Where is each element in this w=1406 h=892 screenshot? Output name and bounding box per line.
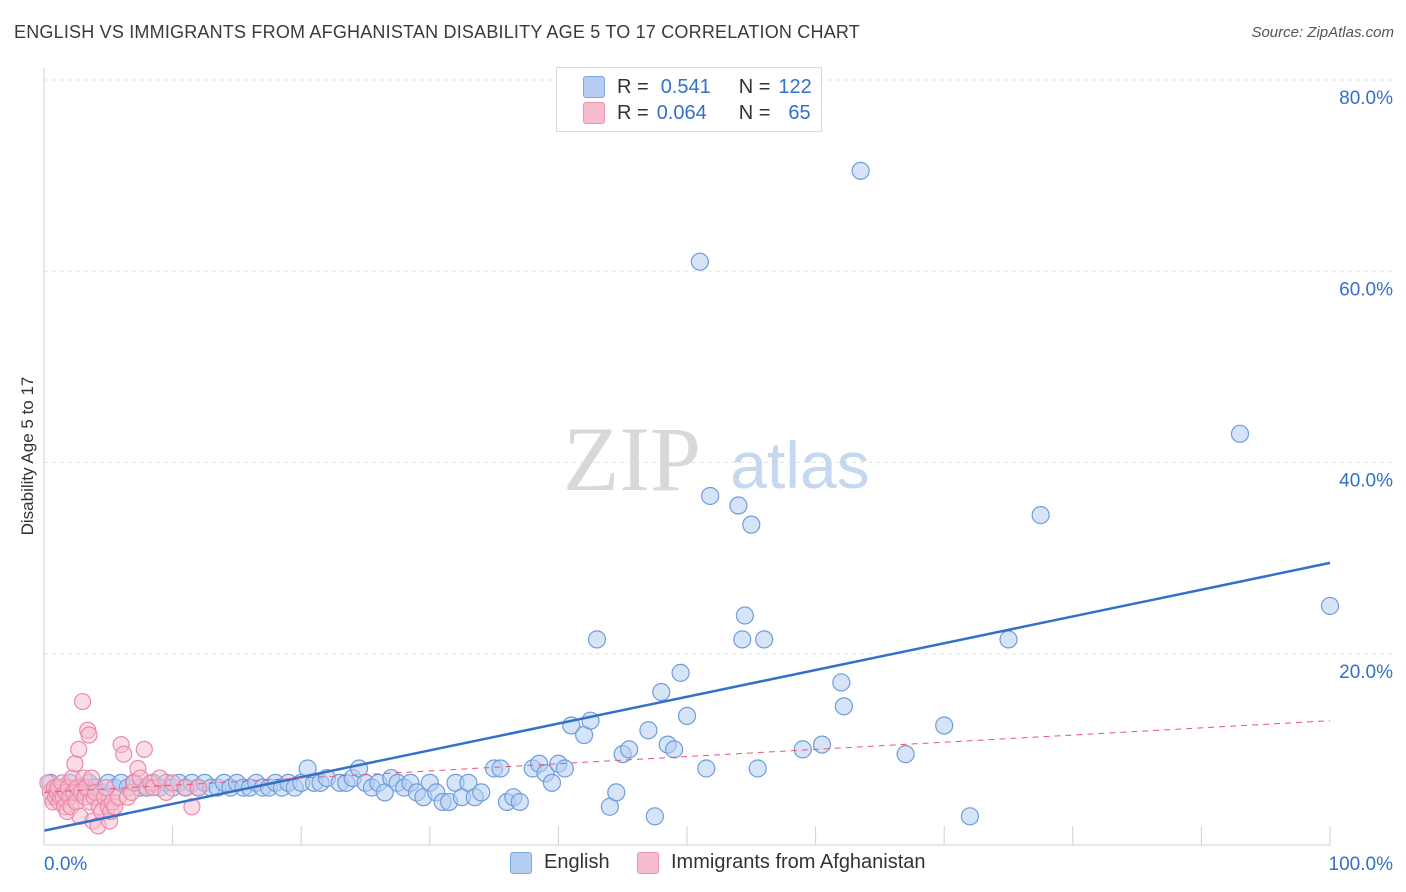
afghanistan-point <box>70 740 88 758</box>
english-point <box>542 773 562 792</box>
watermark-atlas: atlas <box>730 428 869 502</box>
english-point <box>793 740 812 759</box>
r-label: R = <box>617 75 649 98</box>
english-point <box>701 486 720 506</box>
y-tick-label: 60.0% <box>1339 279 1393 300</box>
x-tick-label: 100.0% <box>1329 854 1394 875</box>
afghanistan-series <box>39 692 207 835</box>
english-point <box>510 792 529 812</box>
r-value: 0.064 <box>656 101 707 124</box>
y-tick-label: 80.0% <box>1339 88 1393 109</box>
n-label: N = <box>738 101 771 124</box>
english-point <box>472 783 491 802</box>
r-label: R = <box>617 101 649 124</box>
english-point <box>851 161 870 180</box>
afghanistan-point <box>66 755 84 773</box>
legend-row-afghanistan: R = 0.064 N = 65 <box>583 100 811 126</box>
source-label: Source: ZipAtlas.com <box>1251 24 1394 41</box>
english-point <box>690 252 709 271</box>
english-point <box>620 740 639 759</box>
english-point <box>832 673 851 692</box>
english-point <box>812 735 832 754</box>
afghanistan-point <box>82 769 101 787</box>
english-point <box>748 759 767 778</box>
afghanistan-point <box>135 740 153 758</box>
english-point <box>607 783 626 802</box>
afghanistan-point <box>80 726 98 744</box>
english-trend-line <box>43 561 1331 832</box>
english-point <box>834 697 853 716</box>
english-point <box>677 706 697 726</box>
english-point <box>896 745 915 764</box>
english-point <box>645 807 664 826</box>
english-point <box>960 807 980 826</box>
legend-afghanistan-label: Immigrants from Afghanistan <box>671 851 926 873</box>
english-point <box>697 759 716 778</box>
english-point <box>999 630 1018 649</box>
x-tick-label: 0.0% <box>44 854 87 875</box>
afghanistan-point <box>115 745 133 763</box>
gridlines <box>44 79 1395 655</box>
english-point <box>742 515 761 534</box>
english-swatch <box>583 76 605 98</box>
afghanistan-point <box>73 692 92 711</box>
english-point <box>1320 596 1340 616</box>
legend-row-english: R = 0.541 N = 122 <box>583 74 812 100</box>
legend-english: English <box>510 851 610 874</box>
english-point <box>587 630 607 649</box>
n-label: N = <box>738 75 771 98</box>
afghanistan-swatch <box>583 102 605 124</box>
chart-title: ENGLISH VS IMMIGRANTS FROM AFGHANISTAN D… <box>14 22 860 42</box>
english-point <box>665 740 684 759</box>
trend-lines <box>43 561 1331 832</box>
english-point <box>491 759 510 778</box>
r-value: 0.541 <box>660 75 711 98</box>
y-tick-label: 40.0% <box>1339 471 1393 492</box>
english-point <box>652 682 671 702</box>
english-point <box>639 721 658 740</box>
english-point <box>755 630 774 649</box>
english-point <box>671 663 690 682</box>
afghanistan-point <box>97 779 115 797</box>
n-value: 65 <box>788 101 811 124</box>
legend-afghanistan: Immigrants from Afghanistan <box>637 851 926 874</box>
english-point <box>735 606 754 625</box>
english-point <box>733 630 752 649</box>
y-axis-title: Disability Age 5 to 17 <box>18 376 37 536</box>
n-value: 122 <box>778 75 812 98</box>
english-point <box>1031 505 1050 525</box>
stats-legend: R = 0.541 N = 122 R = 0.064 N = 65 <box>556 67 822 132</box>
afghanistan-trend-line <box>43 720 1331 793</box>
english-point <box>555 759 574 778</box>
afghanistan-swatch <box>637 851 659 874</box>
english-point <box>935 716 954 735</box>
afghanistan-point <box>189 779 207 797</box>
y-tick-label: 20.0% <box>1339 662 1393 683</box>
series-legend: English Immigrants from Afghanistan <box>0 851 1406 879</box>
axes: 20.0% 40.0% 60.0% 80.0% 0.0% 100.0% <box>43 68 1394 875</box>
legend-english-label: English <box>544 851 610 873</box>
english-swatch <box>510 851 532 874</box>
watermark-zip: ZIP <box>563 408 701 510</box>
english-point <box>729 496 748 515</box>
english-point <box>1230 424 1250 443</box>
